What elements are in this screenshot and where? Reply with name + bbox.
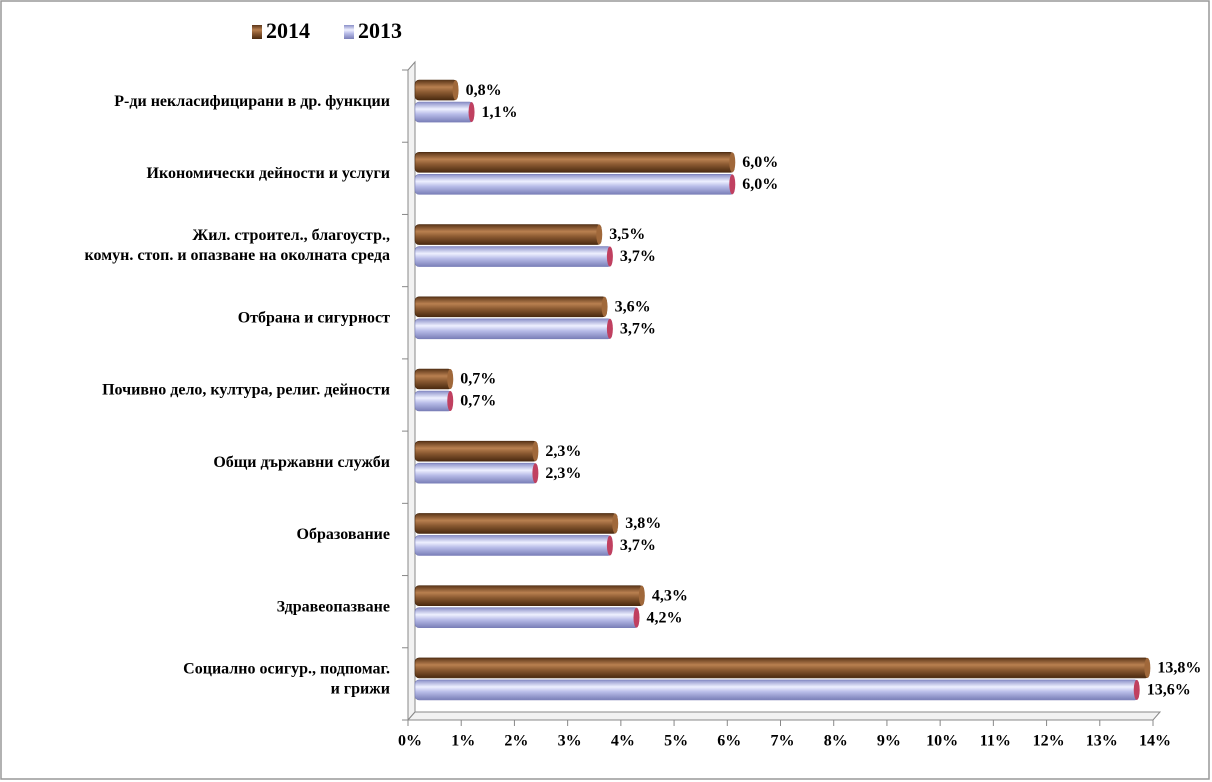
x-tick-label: 11% bbox=[980, 733, 1011, 750]
y-tick-label: комун. стоп. и опазване на околната сред… bbox=[85, 247, 390, 264]
y-tick-label: Общи държавни служби bbox=[213, 454, 390, 471]
axis-wall bbox=[407, 60, 416, 722]
bar bbox=[414, 79, 458, 101]
x-tick-label: 4% bbox=[611, 733, 635, 750]
bar bbox=[414, 462, 538, 484]
bar bbox=[414, 224, 602, 245]
bar-cap bbox=[729, 174, 736, 195]
value-label: 1,1% bbox=[482, 104, 518, 121]
legend-label: 2014 bbox=[266, 18, 310, 43]
x-tick-label: 13% bbox=[1086, 733, 1118, 750]
y-tick-label: и грижи bbox=[331, 681, 390, 698]
bar bbox=[414, 368, 453, 390]
bar-cap bbox=[1144, 657, 1151, 678]
bar bbox=[414, 390, 453, 412]
bar-cap bbox=[447, 369, 454, 389]
bar bbox=[414, 101, 474, 123]
y-tick-label: Икономически дейности и услуги bbox=[147, 165, 390, 182]
value-label: 4,2% bbox=[647, 609, 683, 626]
value-label: 2,3% bbox=[545, 443, 581, 460]
y-tick-label: Отбрана и сигурност bbox=[238, 309, 390, 326]
bar bbox=[414, 174, 735, 195]
value-label: 13,8% bbox=[1157, 660, 1201, 677]
bar-cap bbox=[532, 463, 539, 484]
bar-cap bbox=[468, 102, 475, 123]
x-tick-label: 8% bbox=[824, 733, 848, 750]
bar bbox=[414, 607, 639, 628]
bar-cap bbox=[447, 391, 454, 411]
bar bbox=[414, 296, 607, 318]
value-label: 0,7% bbox=[460, 371, 496, 388]
x-tick-label: 7% bbox=[771, 733, 795, 750]
value-label: 3,7% bbox=[620, 537, 656, 554]
y-tick-label: Жил. строител., благоустр., bbox=[192, 227, 390, 244]
value-label: 13,6% bbox=[1147, 682, 1191, 699]
value-label: 3,7% bbox=[620, 320, 656, 337]
legend-swatch bbox=[252, 25, 262, 39]
bar-cap bbox=[452, 80, 459, 101]
x-tick-label: 5% bbox=[664, 733, 688, 750]
bar-cap bbox=[633, 607, 640, 628]
y-tick-label: Образование bbox=[297, 526, 390, 543]
y-tick-label: Здравеопазване bbox=[277, 598, 390, 615]
x-tick-label: 14% bbox=[1139, 733, 1171, 750]
bar bbox=[414, 657, 1150, 679]
legend-label: 2013 bbox=[358, 18, 402, 43]
axis-floor bbox=[406, 711, 1162, 721]
x-tick-label: 2% bbox=[504, 733, 528, 750]
value-label: 3,7% bbox=[620, 248, 656, 265]
bar bbox=[414, 440, 538, 462]
value-label: 3,8% bbox=[625, 515, 661, 532]
bar-cap bbox=[606, 535, 613, 556]
x-tick-label: 3% bbox=[558, 733, 582, 750]
bar bbox=[414, 513, 618, 534]
bar-cap bbox=[606, 246, 613, 267]
value-label: 2,3% bbox=[545, 465, 581, 482]
y-tick-label: Почивно дело, култура, религ. дейности bbox=[102, 382, 390, 399]
bar bbox=[414, 152, 735, 173]
bar-cap bbox=[638, 585, 645, 606]
x-tick-label: 0% bbox=[398, 733, 422, 750]
x-tick-label: 10% bbox=[926, 733, 958, 750]
x-tick-label: 1% bbox=[451, 733, 475, 750]
bar-cap bbox=[596, 224, 603, 245]
bar-cap bbox=[729, 152, 736, 173]
bar bbox=[414, 679, 1140, 701]
value-label: 3,5% bbox=[609, 226, 645, 243]
value-label: 6,0% bbox=[742, 176, 778, 193]
y-tick-label: Социално осигур., подпомаг. bbox=[183, 661, 390, 678]
value-label: 6,0% bbox=[742, 154, 778, 171]
value-label: 0,7% bbox=[460, 393, 496, 410]
value-label: 4,3% bbox=[652, 587, 688, 604]
bar-cap bbox=[612, 513, 619, 534]
legend-swatch bbox=[344, 25, 354, 39]
bar bbox=[414, 535, 613, 556]
x-tick-label: 12% bbox=[1033, 733, 1065, 750]
value-label: 0,8% bbox=[466, 82, 502, 99]
x-tick-label: 6% bbox=[717, 733, 741, 750]
bar-cap bbox=[606, 318, 613, 339]
x-tick-label: 9% bbox=[877, 733, 901, 750]
bar-cap bbox=[1133, 679, 1140, 700]
bar-cap bbox=[532, 441, 539, 462]
bar-cap bbox=[601, 296, 608, 317]
bar bbox=[414, 318, 613, 340]
value-label: 3,6% bbox=[615, 298, 651, 315]
bar bbox=[414, 246, 613, 267]
bar bbox=[414, 585, 645, 606]
y-tick-label: Р-ди некласифицирани в др. функции bbox=[114, 93, 390, 110]
